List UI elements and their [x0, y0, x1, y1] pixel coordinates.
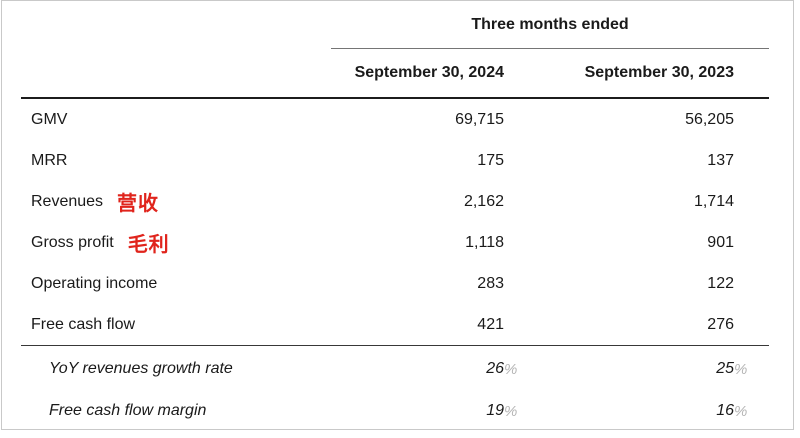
row-value-2024: 421: [477, 315, 504, 333]
red-annotation-gross-profit: 毛利: [127, 234, 170, 256]
row-label: GMV: [21, 99, 331, 140]
row-value-2024: 1,118: [465, 233, 504, 251]
row-label: Revenues 营收: [21, 181, 331, 222]
row-label: Free cash flow margin: [21, 390, 331, 429]
row-label: YoY revenues growth rate: [21, 348, 331, 390]
row-label-text: GMV: [31, 110, 68, 128]
row-label: MRR: [21, 140, 331, 181]
column-header-2024: September 30, 2024: [354, 64, 504, 81]
row-value-2023: 16%: [716, 402, 748, 420]
row-value-2023: 122: [707, 274, 734, 292]
percent-value: 25: [716, 360, 734, 377]
row-label: Free cash flow: [21, 304, 331, 345]
header-group-label: Three months ended: [471, 15, 629, 33]
row-value-2023: 1,714: [693, 192, 734, 210]
row-label-text: MRR: [31, 151, 68, 169]
table-row-yoy-growth: YoY revenues growth rate 26% 25%: [21, 348, 769, 390]
table-row-revenues: Revenues 营收 2,162 1,714: [21, 181, 769, 222]
row-value-2023: 137: [707, 151, 734, 169]
row-label-text: Revenues: [31, 192, 104, 210]
table-row-fcf-margin: Free cash flow margin 19% 16%: [21, 390, 769, 429]
header-group-cell: Three months ended: [331, 1, 769, 49]
row-label-text: Free cash flow margin: [49, 402, 207, 419]
row-value-2023: 25%: [716, 360, 748, 378]
header-group-spacer: [21, 1, 331, 49]
table-row-mrr: MRR 175 137: [21, 140, 769, 181]
summary-section: YoY revenues growth rate 26% 25% Free ca…: [21, 345, 769, 429]
row-label-text: Free cash flow: [31, 315, 136, 333]
row-label-text: YoY revenues growth rate: [49, 360, 233, 377]
red-annotation-revenues: 营收: [117, 193, 160, 215]
table-row-free-cash-flow: Free cash flow 421 276: [21, 304, 769, 345]
table-row-gross-profit: Gross profit 毛利 1,118 901: [21, 222, 769, 263]
row-value-2024: 19%: [486, 402, 518, 420]
percent-value: 16: [716, 402, 734, 419]
column-header-spacer: [21, 49, 331, 97]
percent-value: 19: [486, 402, 504, 419]
financial-table-card: Three months ended September 30, 2024 Se…: [1, 0, 794, 430]
column-header-row: September 30, 2024 September 30, 2023: [21, 49, 769, 99]
row-value-2024: 283: [477, 274, 504, 292]
row-value-2023: 901: [707, 233, 734, 251]
row-value-2024: 175: [477, 151, 504, 169]
row-value-2023: 276: [707, 315, 734, 333]
row-label-text: Operating income: [31, 274, 158, 292]
percent-value: 26: [486, 360, 504, 377]
table-row-operating-income: Operating income 283 122: [21, 263, 769, 304]
row-label-text: Gross profit: [31, 233, 114, 251]
table-row-gmv: GMV 69,715 56,205: [21, 99, 769, 140]
row-label: Gross profit 毛利: [21, 222, 331, 263]
row-value-2024: 69,715: [455, 110, 504, 128]
financial-table: Three months ended September 30, 2024 Se…: [21, 1, 769, 429]
header-group-row: Three months ended: [21, 1, 769, 49]
row-value-2024: 26%: [486, 360, 518, 378]
row-value-2023: 56,205: [685, 110, 734, 128]
row-label: Operating income: [21, 263, 331, 304]
column-header-2023: September 30, 2023: [584, 64, 734, 81]
row-value-2024: 2,162: [463, 192, 504, 210]
